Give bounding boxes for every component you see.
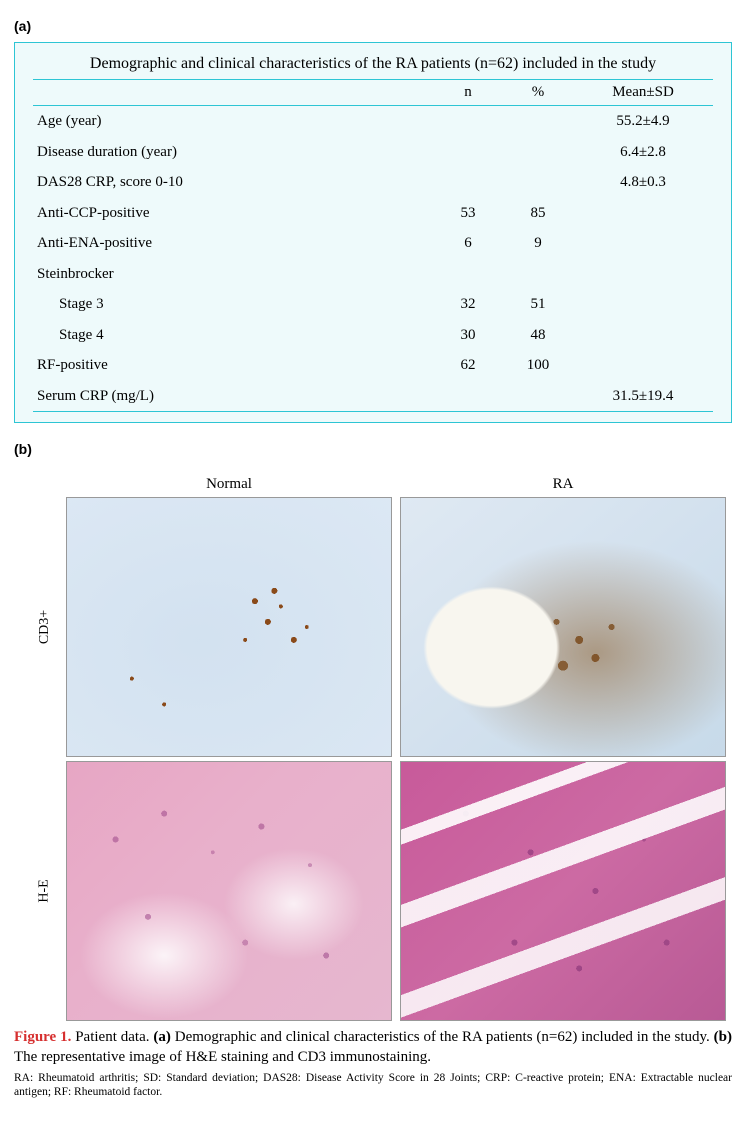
table-row: Anti-ENA-positive69 [33,228,713,259]
cell-meansd [573,320,713,351]
cell-pct: 51 [503,289,573,320]
panel-he-ra [400,761,726,1021]
caption-part-a-tag: (a) [153,1029,171,1045]
cell-meansd: 31.5±19.4 [573,381,713,412]
cell-pct: 48 [503,320,573,351]
cell-label: RF-positive [33,350,433,381]
panel-b-label: (b) [14,441,732,457]
table-title: Demographic and clinical characteristics… [33,55,713,73]
panel-cd3-normal [66,497,392,757]
cell-pct: 85 [503,198,573,229]
cell-label: Serum CRP (mg/L) [33,381,433,412]
th-meansd: Mean±SD [573,80,713,106]
cell-pct [503,137,573,168]
cell-n [433,259,503,290]
cell-meansd [573,198,713,229]
th-n: n [433,80,503,106]
col-header-normal: Normal [66,476,392,493]
row-header-cd3: CD3+ [32,497,58,757]
panel-a-label: (a) [14,18,732,34]
table-row: Anti-CCP-positive5385 [33,198,713,229]
cell-n: 32 [433,289,503,320]
th-label [33,80,433,106]
table-row: Disease duration (year) 6.4±2.8 [33,137,713,168]
panel-cd3-ra [400,497,726,757]
caption-figure-label: Figure 1. [14,1029,71,1045]
cell-meansd: 55.2±4.9 [573,106,713,137]
row-header-he-text: H-E [37,879,53,902]
cell-n [433,137,503,168]
table-header-row: n % Mean±SD [33,80,713,106]
table-row: Age (year) 55.2±4.9 [33,106,713,137]
cell-label: Age (year) [33,106,433,137]
cell-pct [503,167,573,198]
table-row: RF-positive62100 [33,350,713,381]
cell-n: 30 [433,320,503,351]
demographics-table: n % Mean±SD Age (year)55.2±4.9Disease du… [33,79,713,412]
cell-meansd [573,289,713,320]
cell-meansd [573,228,713,259]
cell-pct: 100 [503,350,573,381]
cell-n [433,106,503,137]
panel-he-normal [66,761,392,1021]
caption-part-a-text: Demographic and clinical characteristics… [171,1029,714,1045]
caption-part-b-text: The representative image of H&E staining… [14,1049,431,1065]
cell-meansd [573,259,713,290]
cell-label: Steinbrocker [33,259,433,290]
figure-b-container: Normal RA CD3+ H-E [14,471,732,1021]
cell-pct [503,106,573,137]
cell-label: Anti-ENA-positive [33,228,433,259]
cell-n [433,167,503,198]
table-row: Steinbrocker [33,259,713,290]
cell-label: DAS28 CRP, score 0-10 [33,167,433,198]
cell-meansd [573,350,713,381]
caption-lead: Patient data. [71,1029,153,1045]
table-row: DAS28 CRP, score 0-10 4.8±0.3 [33,167,713,198]
figure-b-grid: Normal RA CD3+ H-E [32,471,726,1021]
cell-label: Anti-CCP-positive [33,198,433,229]
table-row: Serum CRP (mg/L) 31.5±19.4 [33,381,713,412]
cell-pct: 9 [503,228,573,259]
table-a-container: Demographic and clinical characteristics… [14,42,732,423]
caption-part-b-tag: (b) [714,1029,732,1045]
cell-label: Stage 3 [33,289,433,320]
table-row: Stage 43048 [33,320,713,351]
table-row: Stage 33251 [33,289,713,320]
cell-label: Disease duration (year) [33,137,433,168]
cell-meansd: 6.4±2.8 [573,137,713,168]
cell-n [433,381,503,412]
cell-n: 6 [433,228,503,259]
cell-label: Stage 4 [33,320,433,351]
cell-pct [503,259,573,290]
row-header-he: H-E [32,761,58,1021]
abbreviations-line: RA: Rheumatoid arthritis; SD: Standard d… [14,1071,732,1101]
cell-n: 53 [433,198,503,229]
cell-meansd: 4.8±0.3 [573,167,713,198]
grid-corner-spacer [32,471,58,493]
figure-caption: Figure 1. Patient data. (a) Demographic … [14,1027,732,1068]
th-pct: % [503,80,573,106]
row-header-cd3-text: CD3+ [37,610,53,644]
cell-n: 62 [433,350,503,381]
cell-pct [503,381,573,412]
col-header-ra: RA [400,476,726,493]
